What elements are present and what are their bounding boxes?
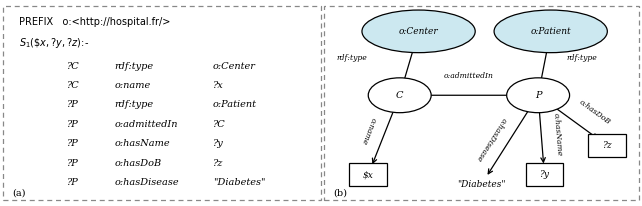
Text: ?y: ?y [213,139,223,148]
Text: ?P: ?P [67,120,78,129]
Text: o:hasName: o:hasName [551,113,562,157]
Text: o:admittedIn: o:admittedIn [114,120,178,129]
Text: o:hasDisease: o:hasDisease [114,178,179,187]
Text: "Diabetes": "Diabetes" [213,178,265,187]
Text: o:hasDoB: o:hasDoB [114,159,162,167]
FancyBboxPatch shape [526,163,563,186]
Text: ?z: ?z [603,141,612,150]
Text: o:Center: o:Center [399,27,438,36]
Ellipse shape [494,10,607,53]
Text: o:Center: o:Center [213,62,256,71]
Text: "Diabetes": "Diabetes" [457,180,506,189]
Text: rdf:type: rdf:type [114,101,153,109]
Text: ?P: ?P [67,101,78,109]
FancyBboxPatch shape [589,134,626,157]
Text: P: P [535,91,541,100]
Text: ?x: ?x [213,81,223,90]
Ellipse shape [507,78,569,113]
Text: o:hasName: o:hasName [114,139,170,148]
Text: o:admittedIn: o:admittedIn [444,72,494,80]
Text: o:hasDoB: o:hasDoB [578,99,612,127]
Text: o:hasDisease: o:hasDisease [474,116,508,163]
Ellipse shape [369,78,431,113]
Text: C: C [396,91,403,100]
Text: ?P: ?P [67,139,78,148]
Text: rdf:type: rdf:type [566,54,597,62]
Text: ?z: ?z [213,159,223,167]
Text: o:name: o:name [114,81,151,90]
Text: o:Patient: o:Patient [530,27,571,36]
Text: ?y: ?y [539,170,550,179]
Text: (a): (a) [13,189,26,198]
Text: (b): (b) [334,189,348,198]
Text: ?C: ?C [67,62,80,71]
Text: ?C: ?C [67,81,80,90]
Text: $x: $x [363,170,374,179]
Text: ?P: ?P [67,178,78,187]
Text: $\it{S}$$_1$($\it{\$x,?y,?z}$):-: $\it{S}$$_1$($\it{\$x,?y,?z}$):- [19,36,89,50]
Text: PREFIX   o:<http://hospital.fr/>: PREFIX o:<http://hospital.fr/> [19,17,171,27]
Text: ?C: ?C [213,120,226,129]
Text: rdf:type: rdf:type [337,54,367,62]
Text: ?P: ?P [67,159,78,167]
Text: o:Patient: o:Patient [213,101,257,109]
Text: o:name: o:name [360,116,377,146]
Text: rdf:type: rdf:type [114,62,153,71]
FancyBboxPatch shape [349,163,387,186]
Ellipse shape [362,10,475,53]
